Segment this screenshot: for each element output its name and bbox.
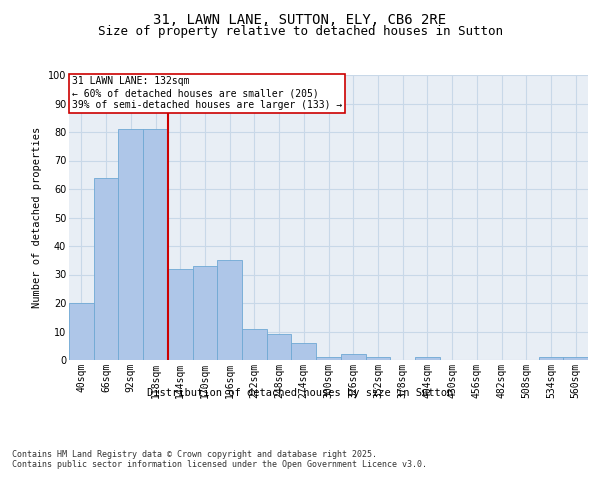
Text: Contains HM Land Registry data © Crown copyright and database right 2025.
Contai: Contains HM Land Registry data © Crown c… — [12, 450, 427, 469]
Text: Size of property relative to detached houses in Sutton: Size of property relative to detached ho… — [97, 25, 503, 38]
Bar — [242, 328, 267, 360]
Bar — [168, 269, 193, 360]
Y-axis label: Number of detached properties: Number of detached properties — [32, 127, 42, 308]
Bar — [341, 354, 365, 360]
Bar — [292, 343, 316, 360]
Bar — [69, 303, 94, 360]
Bar — [267, 334, 292, 360]
Bar — [539, 357, 563, 360]
Bar — [563, 357, 588, 360]
Bar — [193, 266, 217, 360]
Bar — [316, 357, 341, 360]
Text: 31, LAWN LANE, SUTTON, ELY, CB6 2RE: 31, LAWN LANE, SUTTON, ELY, CB6 2RE — [154, 12, 446, 26]
Bar — [217, 260, 242, 360]
Bar — [118, 129, 143, 360]
Text: 31 LAWN LANE: 132sqm
← 60% of detached houses are smaller (205)
39% of semi-deta: 31 LAWN LANE: 132sqm ← 60% of detached h… — [71, 76, 342, 110]
Bar — [365, 357, 390, 360]
Text: Distribution of detached houses by size in Sutton: Distribution of detached houses by size … — [147, 388, 453, 398]
Bar — [143, 129, 168, 360]
Bar — [94, 178, 118, 360]
Bar — [415, 357, 440, 360]
